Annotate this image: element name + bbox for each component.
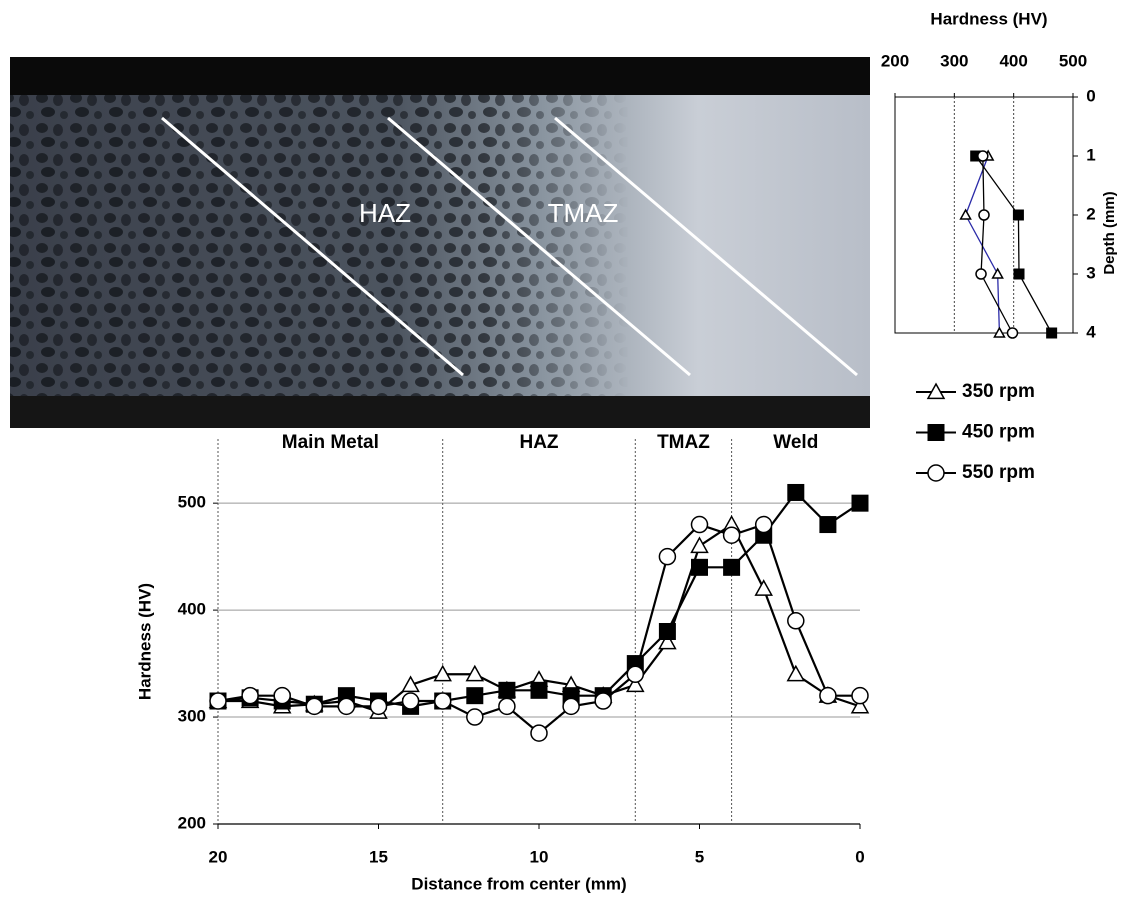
marker [991,267,1004,279]
x-tick-label: 0 [855,847,864,866]
zone-label: HAZ [519,432,558,453]
marker [530,724,548,742]
marker [977,150,989,162]
main-chart: 200 300 400 500 20 15 10 5 0 Main Metal HAZ TMAZ Wel… [135,432,870,893]
marker [658,547,677,566]
y-tick-label: 500 [178,493,206,512]
photo-top-band [10,57,870,95]
photo-texture [10,57,870,428]
y-tick-label: 0 [1086,86,1095,105]
marker [433,692,452,710]
marker [851,686,869,705]
marker [787,612,805,630]
photo-bottom-band [10,396,870,428]
marker [465,664,485,682]
photo-label: HAZ [359,198,411,228]
zone-label: Weld [773,432,818,453]
marker [498,681,516,699]
y-tick-label: 3 [1086,263,1095,282]
x-tick-label: 400 [999,51,1027,70]
marker [498,697,516,716]
marker [433,664,452,682]
series-line [980,155,1014,334]
marker [927,464,945,482]
zone-line [387,116,691,377]
marker [273,686,291,705]
x-tick-label: 500 [1059,51,1087,70]
legend: 350 rpm 450 rpm 550 rpm [916,381,1035,483]
marker [851,494,869,512]
marker [691,558,708,576]
zone-label: TMAZ [657,432,710,453]
y-tick-label: 300 [178,707,206,726]
x-tick-label: 200 [881,51,909,70]
legend-label: 550 rpm [962,462,1035,483]
marker [241,686,259,705]
y-axis-title: Hardness (HV) [135,583,154,700]
marker [530,681,548,699]
marker [369,697,388,716]
marker [401,692,420,710]
zone-line [161,116,464,377]
marker [926,382,946,400]
marker [754,515,773,534]
y-tick-label: 400 [178,600,206,619]
y-tick-label: 2 [1086,204,1095,223]
marker [993,326,1006,338]
marker [975,268,987,280]
marker [786,664,806,682]
marker [337,697,356,716]
x-tick-label: 15 [369,847,388,866]
x-axis-title: Distance from center (mm) [411,874,626,893]
marker [850,696,870,714]
marker [594,692,612,710]
marker [787,483,805,501]
zone-label: Main Metal [282,432,379,453]
y-tick-label: 200 [178,813,206,832]
marker [819,516,837,534]
legend-label: 350 rpm [962,381,1035,402]
marker [754,579,773,596]
marker [626,665,645,684]
marker [927,424,945,441]
marker [978,209,990,221]
x-tick-label: 20 [209,847,228,866]
zone-line [554,116,858,377]
marker [401,675,420,693]
marker [723,558,741,576]
series-line [975,155,1053,334]
y-axis-title: Depth (mm) [1101,191,1118,274]
marker [690,515,709,534]
marker [626,675,645,693]
x-tick-label: 5 [695,847,704,866]
marker [466,687,484,705]
photo-label: TMAZ [548,198,619,228]
marker [1012,209,1024,221]
marker [658,632,677,650]
marker [305,697,324,716]
marker [562,697,580,716]
marker [1046,327,1058,339]
marker [690,536,709,554]
micrograph: HAZ TMAZ [10,57,870,428]
marker [819,686,837,705]
marker [658,623,676,640]
y-tick-label: 1 [1086,145,1095,164]
x-tick-label: 300 [940,51,968,70]
marker [722,526,741,544]
y-tick-label: 4 [1086,322,1096,341]
x-axis-title: Hardness (HV) [930,9,1047,28]
legend-label: 450 rpm [962,422,1035,443]
marker [1006,327,1019,339]
marker [466,708,484,726]
inset-chart: 200 300 400 500 0 1 2 3 4 Hardness (HV) Depth (mm) [881,9,1118,341]
marker [209,692,227,710]
marker [1013,268,1025,280]
marker [959,208,972,220]
x-tick-label: 10 [530,847,549,866]
series-line [964,155,1001,334]
